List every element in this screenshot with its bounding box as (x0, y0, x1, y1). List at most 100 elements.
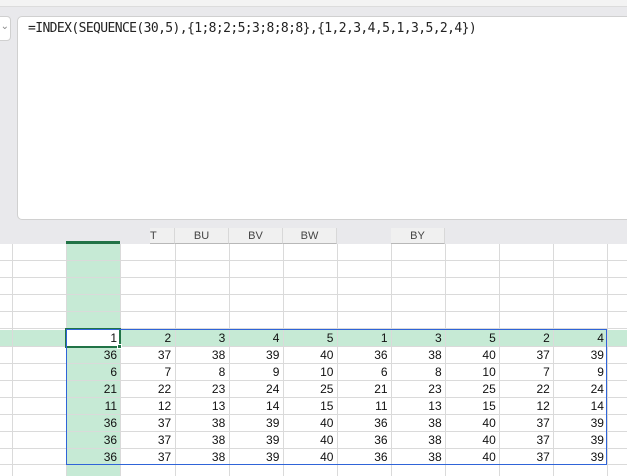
cell[interactable]: 38 (211, 433, 226, 447)
cell[interactable]: 38 (428, 416, 442, 430)
cell[interactable]: 3 (434, 331, 442, 345)
cell[interactable]: 6 (110, 365, 118, 379)
cell[interactable]: 7 (543, 365, 550, 379)
row-gridline (0, 277, 627, 278)
cell[interactable]: 3 (218, 331, 226, 345)
cell[interactable]: 39 (266, 348, 280, 362)
cell[interactable]: 38 (428, 348, 442, 362)
cell[interactable]: 13 (428, 399, 442, 413)
cell[interactable]: 9 (272, 365, 280, 379)
cell[interactable]: 36 (374, 433, 388, 447)
cell[interactable]: 40 (320, 450, 334, 464)
cell[interactable]: 40 (320, 416, 334, 430)
table-row: 11 12 13 14 15 11 13 15 12 14 (66, 398, 607, 415)
row-gridline (0, 363, 627, 364)
cell[interactable]: 15 (320, 399, 334, 413)
cell[interactable]: 6 (380, 365, 388, 379)
cell[interactable]: 38 (211, 450, 226, 464)
cell[interactable]: 25 (320, 382, 334, 396)
cell[interactable]: 5 (489, 331, 496, 345)
cell[interactable]: 5 (326, 331, 334, 345)
cell[interactable]: 36 (103, 348, 118, 362)
cell[interactable]: 4 (597, 331, 604, 345)
cell[interactable]: 1 (110, 331, 118, 345)
cell[interactable]: 37 (536, 450, 550, 464)
cell[interactable]: 2 (543, 331, 550, 345)
cell[interactable]: 39 (266, 416, 280, 430)
cell[interactable]: 40 (482, 416, 496, 430)
cell[interactable]: 24 (590, 382, 604, 396)
table-row: 36 37 38 39 40 36 38 40 37 39 (66, 432, 607, 449)
cell[interactable]: 8 (218, 365, 226, 379)
chevron-down-icon[interactable]: ⌄ (0, 21, 9, 32)
cell[interactable]: 22 (536, 382, 550, 396)
table-row: 36 37 38 39 40 36 38 40 37 39 (66, 347, 607, 364)
table-row: 36 37 38 39 40 36 38 40 37 39 (66, 415, 607, 432)
cell[interactable]: 39 (590, 416, 604, 430)
cell[interactable]: 38 (211, 416, 226, 430)
cell[interactable]: 39 (266, 433, 280, 447)
cell[interactable]: 36 (374, 450, 388, 464)
cell[interactable]: 23 (428, 382, 442, 396)
cell[interactable]: 10 (320, 365, 334, 379)
cell[interactable]: 12 (536, 399, 550, 413)
cell[interactable]: 22 (157, 382, 172, 396)
fill-handle[interactable] (117, 344, 122, 349)
cell[interactable]: 36 (374, 416, 388, 430)
cell[interactable]: 2 (164, 331, 172, 345)
cell[interactable]: 24 (266, 382, 280, 396)
cell[interactable]: 37 (157, 416, 172, 430)
column-header-bw[interactable]: BW (283, 228, 337, 244)
cell[interactable]: 39 (590, 348, 604, 362)
cell[interactable]: 40 (320, 433, 334, 447)
cell[interactable]: 37 (536, 348, 550, 362)
cell[interactable]: 39 (590, 433, 604, 447)
table-row: 36 37 38 39 40 36 38 40 37 39 (66, 449, 607, 466)
cell[interactable]: 38 (211, 348, 226, 362)
cell[interactable]: 37 (157, 450, 172, 464)
cell[interactable]: 10 (482, 365, 496, 379)
cell[interactable]: 23 (211, 382, 226, 396)
cell[interactable]: 37 (157, 348, 172, 362)
cell[interactable]: 37 (536, 416, 550, 430)
cell[interactable]: 13 (211, 399, 226, 413)
cell[interactable]: 36 (374, 348, 388, 362)
cell[interactable]: 15 (482, 399, 496, 413)
cell[interactable]: 40 (482, 433, 496, 447)
spill-range-values: 1 2 3 4 5 1 3 5 2 4 36 37 38 39 40 36 38 40 37 39 6 7 8 9 10 6 8 10… (66, 330, 607, 466)
column-header-t[interactable]: T (150, 228, 175, 244)
cell[interactable]: 4 (272, 331, 280, 345)
row-gridline (0, 414, 627, 415)
name-box[interactable]: ⌄ (0, 16, 11, 41)
cell[interactable]: 39 (590, 450, 604, 464)
cell[interactable]: 11 (375, 399, 388, 413)
formula-bar[interactable]: =INDEX(SEQUENCE(30,5),{1;8;2;5;3;8;8;8},… (17, 16, 627, 220)
column-gridline (337, 244, 338, 476)
cell[interactable]: 9 (597, 365, 604, 379)
cell[interactable]: 21 (374, 382, 388, 396)
cell[interactable]: 37 (536, 433, 550, 447)
cell[interactable]: 7 (164, 365, 172, 379)
column-header-bv[interactable]: BV (229, 228, 283, 244)
cell[interactable]: 11 (104, 399, 118, 413)
cell[interactable]: 40 (482, 348, 496, 362)
cell[interactable]: 12 (157, 399, 172, 413)
cell[interactable]: 36 (103, 416, 118, 430)
cell[interactable]: 37 (157, 433, 172, 447)
formula-text[interactable]: =INDEX(SEQUENCE(30,5),{1;8;2;5;3;8;8;8},… (28, 21, 477, 36)
cell[interactable]: 40 (482, 450, 496, 464)
cell[interactable]: 14 (590, 399, 604, 413)
cell[interactable]: 14 (266, 399, 280, 413)
cell[interactable]: 36 (103, 450, 118, 464)
cell[interactable]: 39 (266, 450, 280, 464)
cell[interactable]: 38 (428, 433, 442, 447)
cell[interactable]: 25 (482, 382, 496, 396)
column-header-by[interactable]: BY (391, 228, 445, 244)
cell[interactable]: 38 (428, 450, 442, 464)
column-header-bu[interactable]: BU (175, 228, 229, 244)
cell[interactable]: 1 (380, 331, 388, 345)
cell[interactable]: 21 (103, 382, 118, 396)
cell[interactable]: 36 (103, 433, 118, 447)
cell[interactable]: 40 (320, 348, 334, 362)
cell[interactable]: 8 (434, 365, 442, 379)
